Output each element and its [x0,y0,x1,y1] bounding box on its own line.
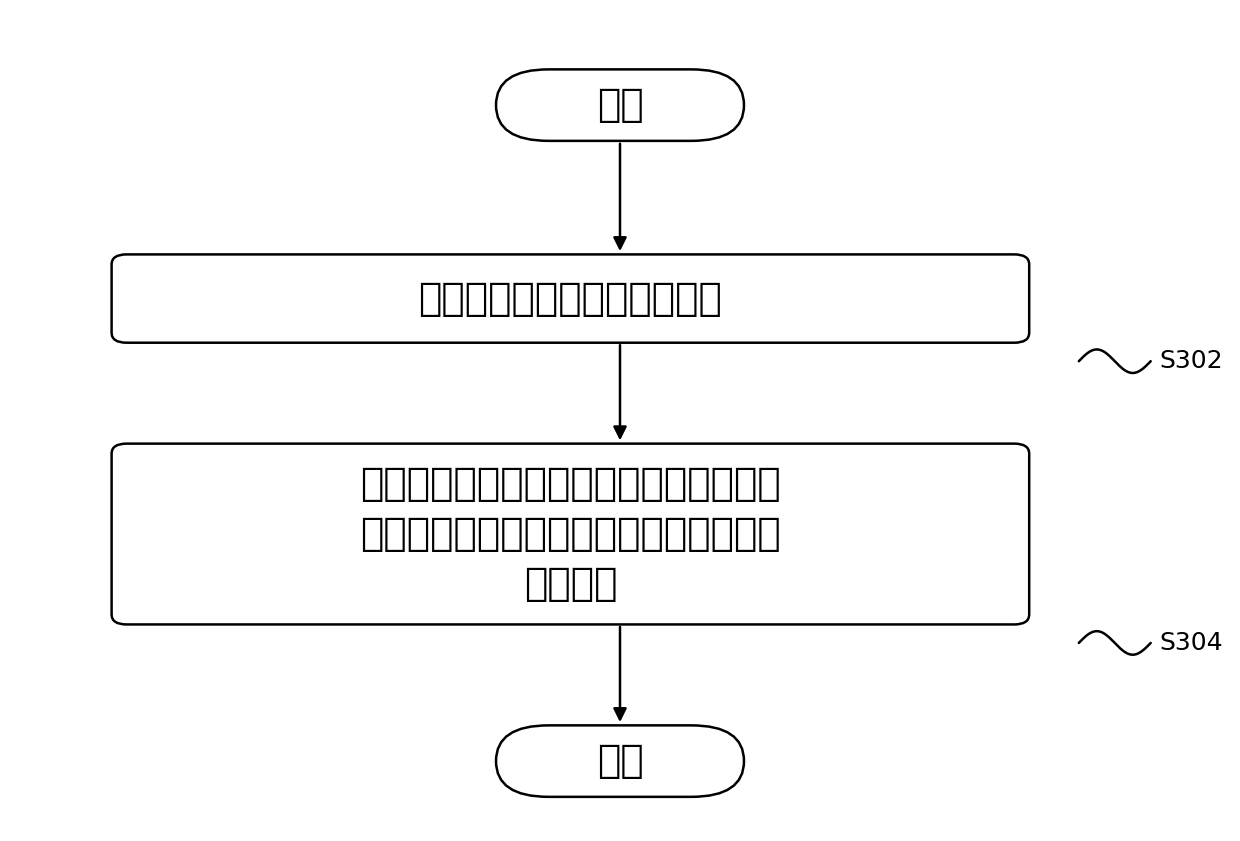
FancyBboxPatch shape [496,70,744,140]
Text: S302: S302 [1159,349,1223,373]
Text: 开始: 开始 [596,86,644,124]
Text: 结束: 结束 [596,742,644,780]
Text: 根据云下地表温度、长波发射率和玻尔兹
曼定律确定光学遥感图像云下地表发射的
长波辐射: 根据云下地表温度、长波发射率和玻尔兹 曼定律确定光学遥感图像云下地表发射的 长波… [360,465,781,603]
Text: 光学遥感图像的云下地表温度: 光学遥感图像的云下地表温度 [418,279,723,318]
FancyBboxPatch shape [112,255,1029,343]
FancyBboxPatch shape [496,725,744,797]
Text: S304: S304 [1159,631,1223,655]
FancyBboxPatch shape [112,444,1029,624]
